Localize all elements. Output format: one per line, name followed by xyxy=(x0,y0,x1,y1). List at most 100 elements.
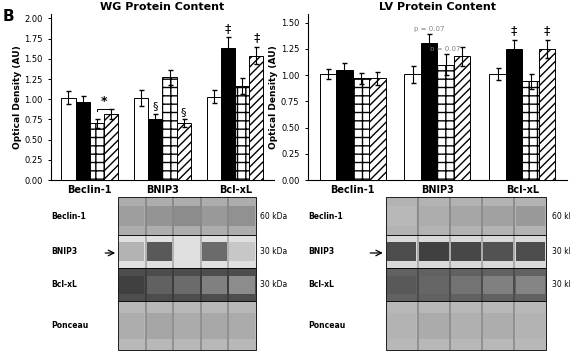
Text: BNIP3: BNIP3 xyxy=(308,247,334,256)
Text: Beclin-1: Beclin-1 xyxy=(51,212,86,221)
Bar xyxy=(387,206,417,226)
Bar xyxy=(119,276,144,294)
Bar xyxy=(454,56,470,180)
Y-axis label: Optical Density (AU): Optical Density (AU) xyxy=(13,45,22,149)
Text: Bcl-xL: Bcl-xL xyxy=(51,280,77,289)
Text: ‡: ‡ xyxy=(511,24,518,37)
Bar xyxy=(118,268,256,301)
Bar xyxy=(221,48,235,180)
Bar xyxy=(229,242,255,261)
Text: B: B xyxy=(3,9,14,24)
Text: Bcl-xL: Bcl-xL xyxy=(308,280,333,289)
Text: 30 kDa: 30 kDa xyxy=(260,247,287,256)
Bar xyxy=(385,197,547,235)
Bar xyxy=(229,276,255,294)
Bar xyxy=(118,301,256,350)
Bar xyxy=(483,206,513,226)
Bar xyxy=(174,312,199,339)
Bar xyxy=(118,197,256,235)
Bar xyxy=(387,242,417,261)
Text: *: * xyxy=(100,95,107,108)
Bar xyxy=(515,276,545,294)
Bar xyxy=(385,235,547,268)
Bar xyxy=(229,206,255,226)
Bar xyxy=(539,49,555,180)
Bar xyxy=(104,114,118,180)
Bar xyxy=(489,74,506,180)
Bar xyxy=(522,81,539,180)
Bar xyxy=(421,43,438,180)
Bar xyxy=(146,276,172,294)
Bar xyxy=(419,206,449,226)
Bar xyxy=(76,102,89,180)
Text: 60 kDa: 60 kDa xyxy=(260,212,287,221)
Bar xyxy=(387,276,417,294)
Text: §: § xyxy=(181,107,186,117)
Text: BNIP3: BNIP3 xyxy=(51,247,78,256)
Bar xyxy=(146,242,172,261)
Text: 30 kDa: 30 kDa xyxy=(552,280,570,289)
Bar xyxy=(174,206,199,226)
Bar xyxy=(451,206,481,226)
Bar xyxy=(515,242,545,261)
Text: ‡: ‡ xyxy=(225,22,231,35)
Bar xyxy=(118,235,256,268)
Text: p = 0.07: p = 0.07 xyxy=(430,46,461,51)
Bar xyxy=(419,276,449,294)
Bar xyxy=(483,312,513,339)
Bar xyxy=(483,276,513,294)
Bar xyxy=(119,312,144,339)
Bar xyxy=(119,206,144,226)
Bar xyxy=(89,123,104,180)
Text: Ponceau: Ponceau xyxy=(308,321,345,330)
Bar xyxy=(385,301,547,350)
Bar xyxy=(162,77,177,180)
Bar xyxy=(405,74,421,180)
Text: ‡: ‡ xyxy=(544,24,550,37)
Text: 30 kDa: 30 kDa xyxy=(552,247,570,256)
Bar xyxy=(451,242,481,261)
Bar xyxy=(369,78,385,180)
Bar xyxy=(451,276,481,294)
Bar xyxy=(229,312,255,339)
Bar xyxy=(62,98,76,180)
Bar xyxy=(202,312,227,339)
Bar xyxy=(353,78,369,180)
Bar xyxy=(235,86,249,180)
Bar xyxy=(438,65,454,180)
Bar xyxy=(202,276,227,294)
Bar xyxy=(506,49,522,180)
Bar xyxy=(202,242,227,261)
Bar xyxy=(515,312,545,339)
Bar xyxy=(249,55,263,180)
Title: LV Protein Content: LV Protein Content xyxy=(379,2,496,12)
Bar xyxy=(148,120,162,180)
Text: §: § xyxy=(153,101,158,111)
Text: 60 kDa: 60 kDa xyxy=(552,212,570,221)
Bar xyxy=(419,242,449,261)
Bar xyxy=(336,70,353,180)
Bar xyxy=(134,98,148,180)
Text: ‡: ‡ xyxy=(253,31,259,44)
Bar xyxy=(515,206,545,226)
Bar xyxy=(387,312,417,339)
Bar xyxy=(320,74,336,180)
Y-axis label: Optical Density (AU): Optical Density (AU) xyxy=(269,45,278,149)
Bar xyxy=(174,242,199,261)
Text: 30 kDa: 30 kDa xyxy=(260,280,287,289)
Text: Beclin-1: Beclin-1 xyxy=(308,212,343,221)
Bar xyxy=(451,312,481,339)
Bar xyxy=(385,268,547,301)
Bar xyxy=(146,312,172,339)
Bar xyxy=(174,276,199,294)
Bar xyxy=(177,123,191,180)
Bar xyxy=(483,242,513,261)
Text: p = 0.07: p = 0.07 xyxy=(414,26,445,32)
Bar xyxy=(419,312,449,339)
Bar xyxy=(207,97,221,180)
Bar xyxy=(202,206,227,226)
Title: WG Protein Content: WG Protein Content xyxy=(100,2,225,12)
Text: Ponceau: Ponceau xyxy=(51,321,88,330)
Bar xyxy=(119,242,144,261)
Bar xyxy=(146,206,172,226)
